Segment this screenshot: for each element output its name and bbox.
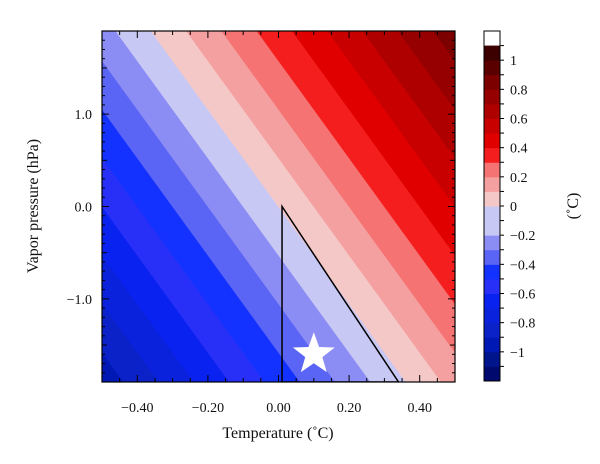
colorbar-swatch <box>484 235 500 251</box>
x-tick-label: −0.40 <box>121 401 153 416</box>
x-tick-label: 0.00 <box>266 401 291 416</box>
colorbar-tick-label: −0.6 <box>510 288 535 303</box>
colorbar-swatch <box>484 278 500 294</box>
x-tick-label: 0.20 <box>337 401 362 416</box>
colorbar-swatch <box>484 118 500 134</box>
colorbar: −1 −0.8 −0.6 −0.4 −0.2 0 0.2 0.4 0.6 0.8 1 <box>483 30 535 382</box>
contour-bands <box>102 31 455 382</box>
x-tick-label: 0.40 <box>407 401 432 416</box>
axis-ticks <box>101 31 456 382</box>
colorbar-swatch <box>484 74 500 90</box>
axis-tick-labels: −0.40 −0.20 0.00 0.20 0.40 −1.0 0.0 1.0 <box>67 108 432 416</box>
contour-band <box>221 31 455 353</box>
colorbar-swatch <box>484 293 500 309</box>
contour-band <box>102 31 372 382</box>
y-tick-label: 0.0 <box>75 201 93 216</box>
colorbar-tick-label: −0.4 <box>510 258 535 273</box>
overlay-triangle <box>281 204 400 382</box>
colorbar-swatch <box>484 103 500 119</box>
colorbar-swatch <box>484 176 500 192</box>
colorbar-swatch <box>484 351 500 367</box>
colorbar-tick-label: 1 <box>510 54 517 69</box>
colorbar-tick-label: 0.4 <box>510 142 528 157</box>
colorbar-swatch <box>484 308 500 324</box>
colorbar-tick-label: 0 <box>510 200 517 215</box>
contour-band <box>433 31 455 62</box>
contour-band <box>291 31 455 256</box>
colorbar-swatch <box>484 366 500 382</box>
colorbar-swatch <box>484 162 500 178</box>
y-tick-label: −1.0 <box>67 293 92 308</box>
x-tick-label: −0.20 <box>192 401 224 416</box>
contour-band <box>150 31 442 382</box>
colorbar-swatch <box>484 322 500 338</box>
star-marker <box>292 332 335 373</box>
colorbar-swatch <box>484 191 500 207</box>
colorbar-swatch <box>484 60 500 76</box>
colorbar-label: (˚C) <box>565 193 582 220</box>
contour-band <box>115 31 407 382</box>
colorbar-swatch <box>484 206 500 222</box>
colorbar-swatch <box>484 147 500 163</box>
colorbar-tick-label: 0.2 <box>510 171 528 186</box>
contour-band <box>327 31 455 208</box>
colorbar-tick-label: −0.8 <box>510 317 535 332</box>
colorbar-swatch <box>484 249 500 265</box>
contour-band <box>397 31 455 110</box>
colorbar-swatch <box>484 220 500 236</box>
colorbar-swatch <box>484 89 500 105</box>
contour-band <box>362 31 455 159</box>
colorbar-tick-label: −0.2 <box>510 229 535 244</box>
colorbar-swatch <box>484 133 500 149</box>
y-tick-label: 1.0 <box>75 108 93 123</box>
x-axis-title: Temperature (˚C) <box>222 425 333 442</box>
overlay-layer <box>281 204 400 382</box>
contour-band <box>256 31 455 305</box>
colorbar-tick-label: −1 <box>510 346 525 361</box>
y-axis-title: Vapor pressure (hPa) <box>25 139 42 273</box>
colorbar-swatch <box>484 264 500 280</box>
colorbar-tick-label: 0.6 <box>510 113 528 128</box>
colorbar-swatch <box>484 45 500 61</box>
colorbar-swatch <box>484 337 500 353</box>
colorbar-tick-label: 0.8 <box>510 83 528 98</box>
